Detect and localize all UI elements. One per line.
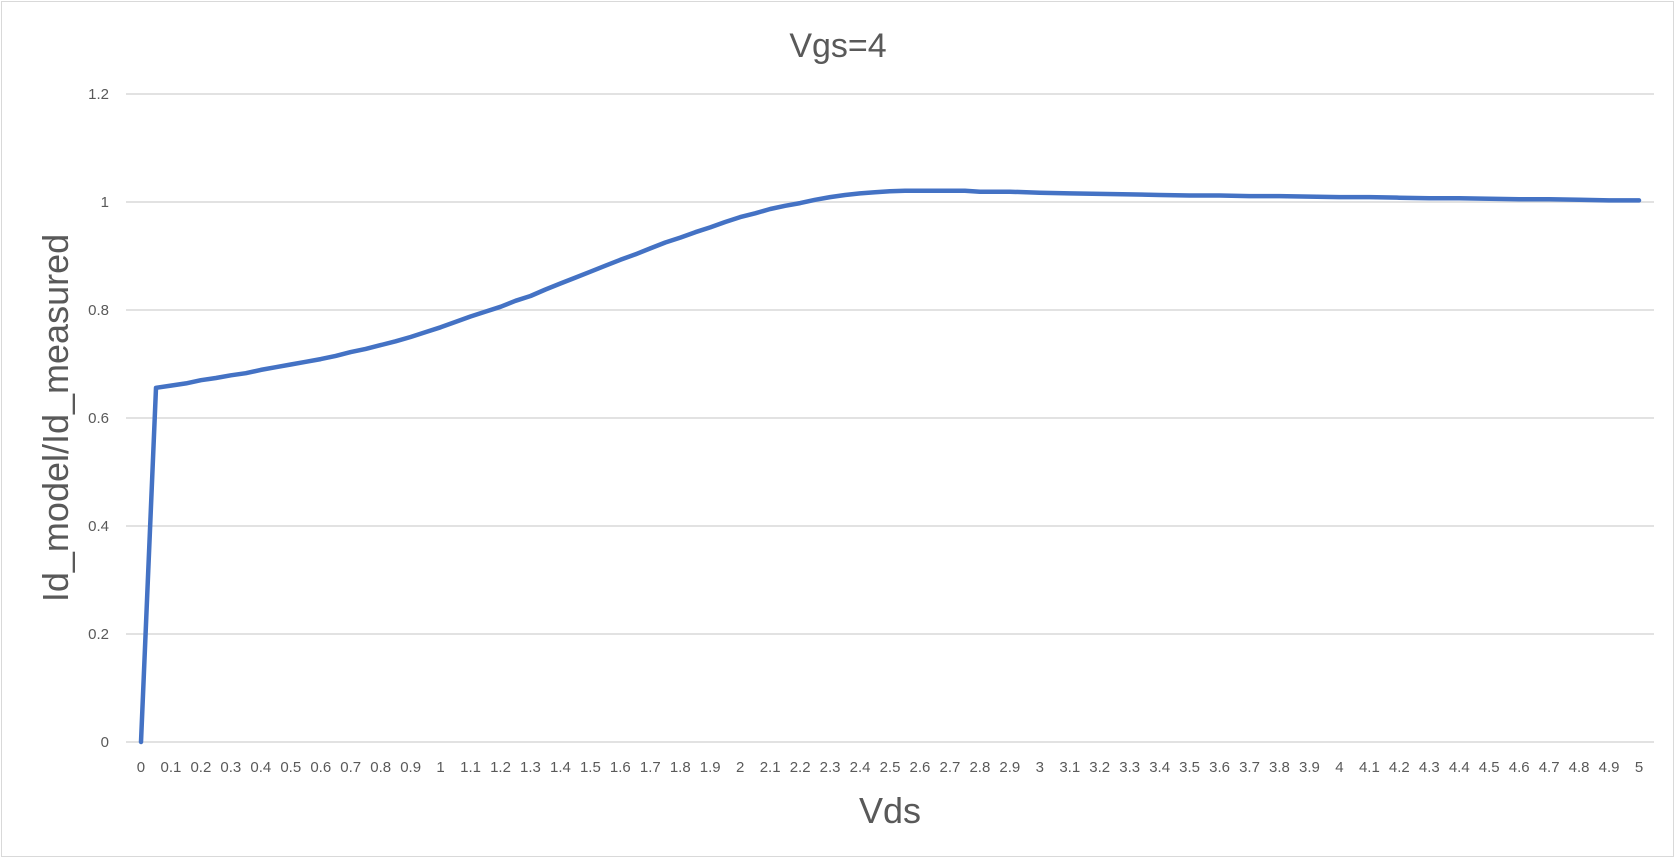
chart-title: Vgs=4: [789, 27, 886, 65]
x-tick-label: 4.4: [1449, 759, 1470, 776]
x-tick-label: 2: [736, 759, 744, 776]
x-tick-label: 3.3: [1119, 759, 1140, 776]
y-tick-label: 1.2: [88, 86, 109, 103]
x-tick-label: 3.5: [1179, 759, 1200, 776]
y-tick-label: 0.6: [88, 410, 109, 427]
x-tick-label: 4.7: [1539, 759, 1560, 776]
x-tick-label: 1.9: [700, 759, 721, 776]
y-axis-ticks: 0 0.2 0.4 0.6 0.8 1 1.2: [88, 86, 109, 751]
x-tick-label: 0: [137, 759, 145, 776]
y-tick-label: 0.2: [88, 626, 109, 643]
x-tick-label: 1.8: [670, 759, 691, 776]
x-tick-label: 1.7: [640, 759, 661, 776]
y-axis-title: Id_model/Id_measured: [35, 234, 76, 602]
x-tick-label: 2.6: [910, 759, 931, 776]
x-tick-label: 0.8: [370, 759, 391, 776]
x-tick-label: 4.6: [1509, 759, 1530, 776]
x-tick-label: 0.6: [310, 759, 331, 776]
x-tick-label: 4.8: [1569, 759, 1590, 776]
x-tick-label: 3.8: [1269, 759, 1290, 776]
x-tick-label: 3.2: [1089, 759, 1110, 776]
series-line: [138, 188, 1642, 745]
x-tick-label: 3.7: [1239, 759, 1260, 776]
x-tick-label: 1.1: [460, 759, 481, 776]
x-tick-label: 1.4: [550, 759, 571, 776]
x-tick-label: 5: [1635, 759, 1643, 776]
x-tick-label: 0.1: [161, 759, 182, 776]
x-tick-label: 3.4: [1149, 759, 1170, 776]
x-tick-label: 2.3: [820, 759, 841, 776]
y-tick-label: 1: [101, 194, 109, 211]
x-tick-label: 4.1: [1359, 759, 1380, 776]
x-tick-label: 4.3: [1419, 759, 1440, 776]
x-tick-label: 3.1: [1059, 759, 1080, 776]
x-tick-label: 2.8: [969, 759, 990, 776]
x-tick-label: 1.5: [580, 759, 601, 776]
x-tick-label: 2.1: [760, 759, 781, 776]
x-axis-ticks: 0 0.1 0.2 0.3 0.4 0.5 0.6 0.7 0.8 0.9 1 1.1 1.2 1.3 1.…: [137, 759, 1643, 776]
x-tick-label: 1: [436, 759, 444, 776]
x-tick-label: 3: [1036, 759, 1044, 776]
x-tick-label: 3.9: [1299, 759, 1320, 776]
x-tick-label: 1.2: [490, 759, 511, 776]
x-tick-label: 1.3: [520, 759, 541, 776]
x-tick-label: 4.2: [1389, 759, 1410, 776]
x-tick-label: 0.9: [400, 759, 421, 776]
x-tick-label: 1.6: [610, 759, 631, 776]
x-axis-title: Vds: [859, 790, 921, 831]
x-tick-label: 0.7: [340, 759, 361, 776]
x-tick-label: 4.5: [1479, 759, 1500, 776]
y-tick-label: 0.8: [88, 302, 109, 319]
x-tick-label: 3.6: [1209, 759, 1230, 776]
x-tick-label: 0.4: [250, 759, 271, 776]
x-tick-label: 2.4: [850, 759, 871, 776]
x-tick-label: 4: [1335, 759, 1343, 776]
x-tick-label: 2.9: [999, 759, 1020, 776]
y-tick-label: 0.4: [88, 518, 109, 535]
x-tick-label: 2.7: [939, 759, 960, 776]
gridlines: [126, 93, 1654, 635]
x-tick-label: 2.5: [880, 759, 901, 776]
x-tick-label: 2.2: [790, 759, 811, 776]
x-tick-label: 0.2: [190, 759, 211, 776]
x-tick-label: 0.3: [220, 759, 241, 776]
x-tick-label: 0.5: [280, 759, 301, 776]
x-tick-label: 4.9: [1599, 759, 1620, 776]
y-tick-label: 0: [101, 734, 109, 751]
